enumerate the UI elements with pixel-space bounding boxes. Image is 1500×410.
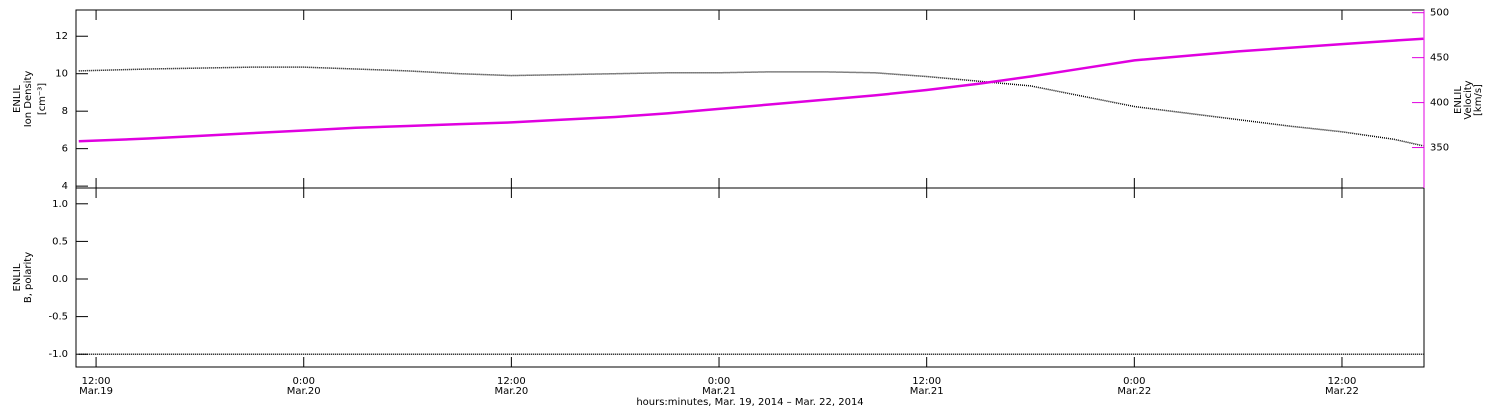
y2-axis-label: ENLIL [1453,86,1464,114]
y2-tick-label: 500 [1430,8,1449,19]
y2-tick-label: 450 [1430,53,1449,64]
y-tick-label: 0.5 [52,236,68,247]
y2-tick-label: 400 [1430,98,1449,109]
x-tick-date: Mar.19 [79,386,113,397]
y2-axis-label: [km/s] [1473,84,1484,116]
x-tick-label: 0:00 [292,376,314,387]
y-tick-label: 8 [62,106,68,117]
x-tick-label: 12:00 [497,376,526,387]
y-tick-label: 10 [55,69,68,80]
x-tick-date: Mar.20 [494,386,528,397]
y2-axis-label: Velocity [1463,80,1474,119]
x-tick-label: 12:00 [912,376,941,387]
x-tick-date: Mar.22 [1117,386,1151,397]
y-tick-label: 0.0 [52,274,68,285]
y-axis-label: [cm⁻³] [37,83,48,115]
x-tick-label: 12:00 [82,376,111,387]
y-tick-label: -0.5 [48,312,68,323]
x-tick-label: 0:00 [708,376,730,387]
x-tick-date: Mar.22 [1325,386,1359,397]
y-axis-label: Ion Density [23,71,34,128]
series-line [78,37,1424,143]
y-tick-label: -1.0 [48,349,68,360]
y-axis-label: B, polarity [23,252,34,303]
x-tick-date: Mar.20 [287,386,321,397]
x-tick-label: 12:00 [1328,376,1357,387]
x-tick-date: Mar.21 [702,386,736,397]
x-axis-label: hours:minutes, Mar. 19, 2014 – Mar. 22, … [636,397,863,408]
y2-tick-label: 350 [1430,143,1449,154]
x-tick-label: 0:00 [1123,376,1145,387]
y-axis-label: ENLIL [12,85,23,113]
y-tick-label: 4 [62,181,68,192]
y-tick-label: 6 [62,144,68,155]
series-line [78,66,1424,147]
y-tick-label: 1.0 [52,199,68,210]
y-tick-label: 12 [55,31,68,42]
y-axis-label: ENLIL [12,263,23,291]
x-tick-date: Mar.21 [910,386,944,397]
